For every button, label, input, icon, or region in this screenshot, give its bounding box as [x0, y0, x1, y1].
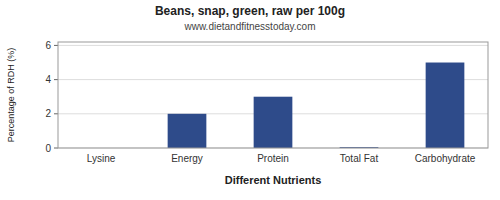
x-tick-label: Energy [171, 153, 203, 164]
y-tick [54, 148, 58, 149]
grid-line [58, 79, 488, 80]
chart: Beans, snap, green, raw per 100g www.diet… [0, 0, 500, 200]
chart-container: Beans, snap, green, raw per 100g www.diet… [0, 0, 500, 200]
y-tick-label: 0 [45, 143, 51, 154]
y-tick-label: 4 [45, 74, 51, 85]
y-axis-label: Percentage of RDH (%) [6, 48, 16, 143]
bar [426, 63, 465, 148]
y-tick [54, 113, 58, 114]
x-tick-label: Carbohydrate [415, 153, 476, 164]
x-tick-label: Protein [257, 153, 289, 164]
x-axis-label: Different Nutrients [225, 174, 322, 186]
bars [168, 63, 465, 148]
subtitle: www.dietandfitnesstoday.com [184, 21, 316, 32]
bar [168, 114, 207, 148]
y-tick [54, 79, 58, 80]
title: Beans, snap, green, raw per 100g [155, 4, 345, 18]
plot-area [58, 42, 488, 148]
y-tick [54, 45, 58, 46]
x-tick-label: Lysine [87, 153, 116, 164]
x-tick-label: Total Fat [340, 153, 379, 164]
plot-frame [58, 42, 488, 148]
y-tick-label: 2 [45, 108, 51, 119]
grid-line [58, 45, 488, 46]
y-tick-label: 6 [45, 40, 51, 51]
bar [254, 97, 293, 148]
